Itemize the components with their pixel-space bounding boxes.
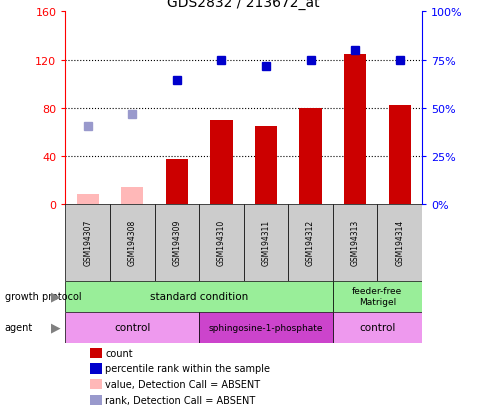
Bar bbox=[299, 109, 321, 204]
Text: GSM194312: GSM194312 bbox=[305, 220, 315, 266]
Bar bbox=[388, 106, 410, 204]
Text: value, Detection Call = ABSENT: value, Detection Call = ABSENT bbox=[105, 379, 260, 389]
Bar bbox=[199, 204, 243, 281]
Text: feeder-free
Matrigel: feeder-free Matrigel bbox=[351, 287, 402, 306]
Text: count: count bbox=[105, 348, 133, 358]
Text: GSM194313: GSM194313 bbox=[350, 220, 359, 266]
Text: GSM194308: GSM194308 bbox=[128, 220, 136, 266]
Text: control: control bbox=[359, 322, 395, 332]
Text: agent: agent bbox=[5, 322, 33, 332]
Text: control: control bbox=[114, 322, 150, 332]
Text: growth protocol: growth protocol bbox=[5, 291, 81, 301]
Text: standard condition: standard condition bbox=[150, 291, 248, 301]
Text: sphingosine-1-phosphate: sphingosine-1-phosphate bbox=[208, 323, 322, 332]
Bar bbox=[65, 204, 110, 281]
Bar bbox=[199, 312, 332, 343]
Bar bbox=[210, 121, 232, 204]
Text: GSM194314: GSM194314 bbox=[394, 220, 403, 266]
Text: GSM194307: GSM194307 bbox=[83, 219, 92, 266]
Bar bbox=[76, 195, 99, 204]
Bar bbox=[166, 160, 188, 204]
Text: ▶: ▶ bbox=[51, 321, 60, 334]
Text: rank, Detection Call = ABSENT: rank, Detection Call = ABSENT bbox=[105, 395, 255, 405]
Bar bbox=[332, 204, 377, 281]
Bar bbox=[121, 188, 143, 204]
Bar bbox=[243, 204, 287, 281]
Bar bbox=[332, 312, 421, 343]
Text: GSM194311: GSM194311 bbox=[261, 220, 270, 266]
Text: GSM194310: GSM194310 bbox=[216, 220, 226, 266]
Bar bbox=[154, 204, 199, 281]
Bar bbox=[110, 204, 154, 281]
Bar bbox=[343, 55, 365, 204]
Text: GSM194309: GSM194309 bbox=[172, 219, 181, 266]
Text: ▶: ▶ bbox=[51, 290, 60, 303]
Bar bbox=[65, 312, 199, 343]
Bar bbox=[332, 281, 421, 312]
Bar bbox=[287, 204, 332, 281]
Text: percentile rank within the sample: percentile rank within the sample bbox=[105, 363, 270, 374]
Title: GDS2832 / 213672_at: GDS2832 / 213672_at bbox=[167, 0, 319, 10]
Bar bbox=[254, 126, 276, 204]
Bar bbox=[65, 281, 332, 312]
Bar bbox=[377, 204, 421, 281]
